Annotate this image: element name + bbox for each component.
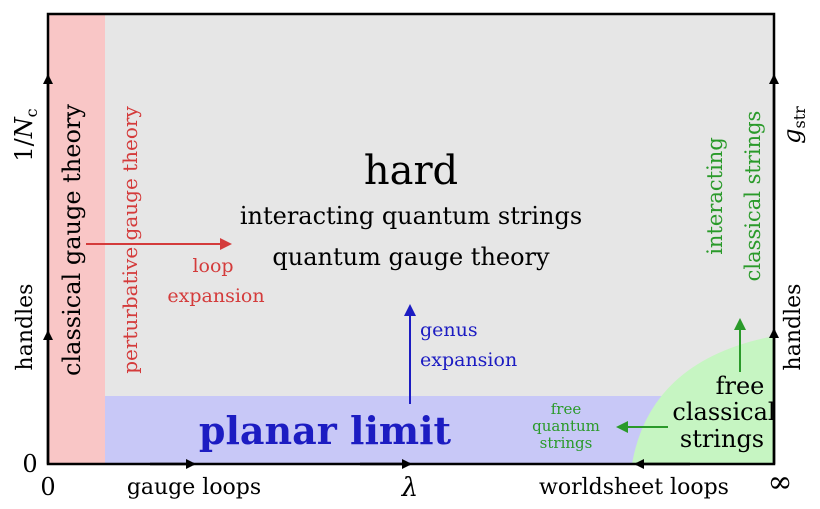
left-axis-top-label: 1/Nc: [10, 108, 41, 161]
origin-y-label: 0: [22, 450, 37, 478]
worldsheet-loops-label: worldsheet loops: [539, 475, 729, 500]
free-quantum-line1: free: [551, 400, 582, 418]
free-classical-line3: strings: [680, 425, 764, 453]
loop-expansion-label: expansion: [167, 285, 264, 307]
right-axis-top-label: gstr: [778, 106, 809, 144]
right-axis-bottom-label: handles: [781, 284, 806, 371]
classical-gauge-theory-label: classical gauge theory: [58, 104, 86, 376]
classical-gauge-region: [48, 14, 105, 464]
free-classical-line2: classical: [672, 398, 775, 426]
planar-limit-region: [105, 396, 667, 464]
lambda-label: λ: [401, 473, 418, 503]
genus-label: genus: [420, 319, 478, 341]
quantum-gauge-theory-label: quantum gauge theory: [272, 243, 550, 271]
left-axis-bottom-label: handles: [13, 284, 38, 371]
infinity-label: ∞: [768, 465, 793, 500]
perturbative-gauge-theory-label: perturbative gauge theory: [118, 106, 142, 374]
origin-x-label: 0: [40, 473, 55, 501]
free-classical-region: [632, 336, 774, 464]
free-quantum-line2: quantum: [532, 417, 600, 435]
planar-limit-label: planar limit: [199, 408, 452, 453]
gauge-loops-label: gauge loops: [127, 475, 261, 500]
interacting-quantum-strings-label: interacting quantum strings: [240, 202, 582, 230]
interacting-classical-line1: interacting: [703, 137, 727, 255]
free-quantum-line3: strings: [540, 434, 593, 452]
genus-expansion-label: expansion: [420, 349, 517, 371]
interacting-classical-line2: classical strings: [741, 111, 765, 282]
loop-label: loop: [192, 255, 233, 277]
hard-label: hard: [364, 148, 458, 194]
free-classical-line1: free: [716, 372, 765, 400]
